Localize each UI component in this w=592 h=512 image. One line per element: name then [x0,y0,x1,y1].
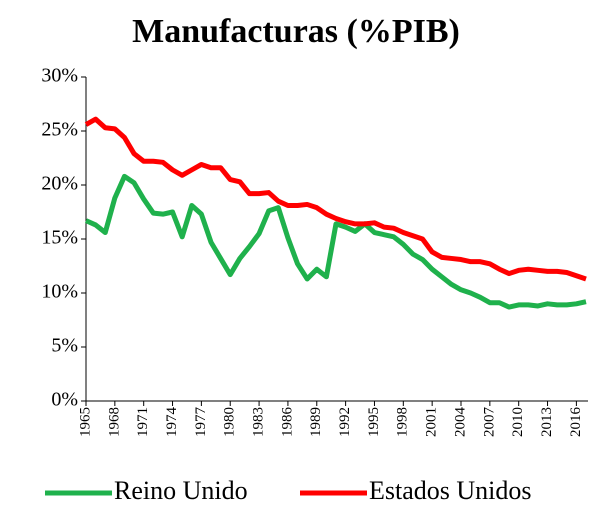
y-tick-label: 10% [41,281,78,303]
y-tick-label: 0% [51,389,78,411]
legend-label: Reino Unido [114,476,248,505]
y-tick-label: 25% [41,119,78,141]
x-tick-label: 1998 [395,407,411,437]
x-tick-label: 1983 [251,407,267,437]
x-tick-label: 1971 [135,407,151,437]
chart-title: Manufacturas (%PIB) [132,13,460,50]
x-tick-label: 1986 [279,407,295,438]
x-tick-label: 1968 [106,407,122,437]
x-tick-label: 2010 [510,407,526,437]
x-tick-label: 1992 [337,407,353,437]
line-series [84,116,587,282]
y-tick-label: 15% [41,227,78,249]
x-tick-label: 2016 [568,407,584,438]
line-series [84,173,587,310]
x-tick-label: 2004 [452,407,468,438]
y-tick-label: 5% [51,335,78,357]
x-tick-label: 1995 [366,407,382,437]
x-tick-label: 1965 [77,407,93,437]
y-tick-label: 30% [41,65,78,87]
x-tick-label: 1980 [222,407,238,437]
x-tick-label: 1977 [193,407,209,438]
x-tick-label: 2013 [539,407,555,437]
x-tick-label: 2001 [424,407,440,437]
legend-label: Estados Unidos [369,476,532,505]
y-tick-label: 20% [41,173,78,195]
x-tick-label: 1974 [164,407,180,438]
x-tick-label: 2007 [481,407,497,438]
x-tick-label: 1989 [308,407,324,437]
